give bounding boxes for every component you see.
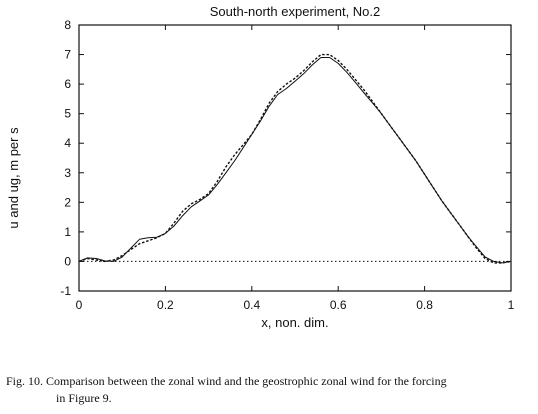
y-tick-label: 0 (64, 254, 71, 268)
y-axis-label: u and ug, m per s (6, 127, 21, 229)
chart-svg: South-north experiment, No.2 0 0.2 0.4 0.6 0… (6, 4, 515, 330)
y-tick-label: 7 (64, 48, 71, 62)
figure-number: Fig. 10. (6, 374, 44, 388)
y-tick-label: 8 (64, 18, 71, 32)
x-tick-label: 1 (508, 298, 515, 312)
caption-text-line2: in Figure 9. (56, 391, 112, 405)
y-tick-label: 2 (64, 195, 71, 209)
y-tick-label: 3 (64, 166, 71, 180)
plot-frame (78, 24, 512, 292)
series-group (78, 53, 512, 264)
x-tick-label: 0.8 (416, 298, 433, 312)
caption-text-line1: Comparison between the zonal wind and th… (46, 374, 447, 388)
y-tick-label: 4 (64, 136, 71, 150)
axis-ticks: 0 0.2 0.4 0.6 0.8 1 -1 0 1 2 3 4 5 6 7 8 (60, 18, 514, 312)
chart: South-north experiment, No.2 0 0.2 0.4 0.6 0… (6, 4, 515, 330)
x-axis-label: x, non. dim. (261, 315, 328, 330)
chart-title: South-north experiment, No.2 (210, 4, 381, 19)
x-tick-label: 0.6 (330, 298, 347, 312)
y-tick-label: 5 (64, 107, 71, 121)
figure-caption: Fig. 10. Comparison between the zonal wi… (6, 373, 534, 407)
y-tick-label: 1 (64, 225, 71, 239)
series-line-solid (78, 57, 512, 264)
y-tick-label: 6 (64, 77, 71, 91)
x-tick-label: 0.4 (243, 298, 260, 312)
x-tick-label: 0 (76, 298, 83, 312)
x-tick-label: 0.2 (157, 298, 174, 312)
y-tick-label: -1 (60, 284, 71, 298)
series-line-dashed (78, 53, 512, 264)
